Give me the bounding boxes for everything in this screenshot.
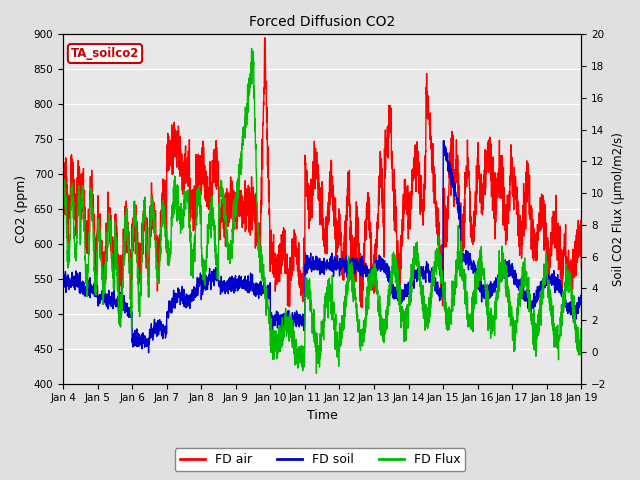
FD soil bbox=[440, 138, 447, 144]
FD soil bbox=[149, 331, 157, 337]
Line: FD air: FD air bbox=[63, 38, 581, 308]
FD air bbox=[568, 288, 575, 294]
FD soil bbox=[118, 303, 126, 309]
FD soil bbox=[145, 350, 152, 356]
FD soil bbox=[280, 320, 288, 326]
Y-axis label: CO2 (ppm): CO2 (ppm) bbox=[15, 175, 28, 243]
FD air bbox=[149, 226, 157, 232]
FD Flux bbox=[118, 299, 126, 304]
Text: TA_soilco2: TA_soilco2 bbox=[71, 47, 139, 60]
X-axis label: Time: Time bbox=[307, 409, 337, 422]
FD Flux bbox=[59, 220, 67, 226]
Legend: FD air, FD soil, FD Flux: FD air, FD soil, FD Flux bbox=[175, 448, 465, 471]
FD air bbox=[280, 247, 288, 253]
FD Flux bbox=[577, 333, 585, 338]
Line: FD Flux: FD Flux bbox=[63, 48, 581, 373]
FD Flux bbox=[280, 328, 288, 334]
FD soil bbox=[512, 275, 520, 281]
FD Flux bbox=[568, 297, 575, 302]
FD soil bbox=[59, 281, 67, 287]
Line: FD soil: FD soil bbox=[63, 141, 581, 353]
FD air bbox=[59, 206, 67, 212]
FD air bbox=[577, 265, 585, 271]
FD air bbox=[118, 252, 126, 258]
FD soil bbox=[577, 298, 585, 303]
FD Flux bbox=[258, 266, 266, 272]
FD Flux bbox=[312, 371, 320, 376]
Y-axis label: Soil CO2 Flux (μmol/m2/s): Soil CO2 Flux (μmol/m2/s) bbox=[612, 132, 625, 286]
FD air bbox=[258, 155, 266, 161]
FD air bbox=[512, 182, 520, 188]
FD air bbox=[358, 305, 365, 311]
Title: Forced Diffusion CO2: Forced Diffusion CO2 bbox=[249, 15, 396, 29]
FD air bbox=[261, 35, 269, 41]
FD soil bbox=[258, 289, 266, 295]
FD Flux bbox=[512, 329, 520, 335]
FD soil bbox=[568, 300, 575, 305]
FD Flux bbox=[149, 216, 157, 221]
FD Flux bbox=[248, 46, 255, 51]
